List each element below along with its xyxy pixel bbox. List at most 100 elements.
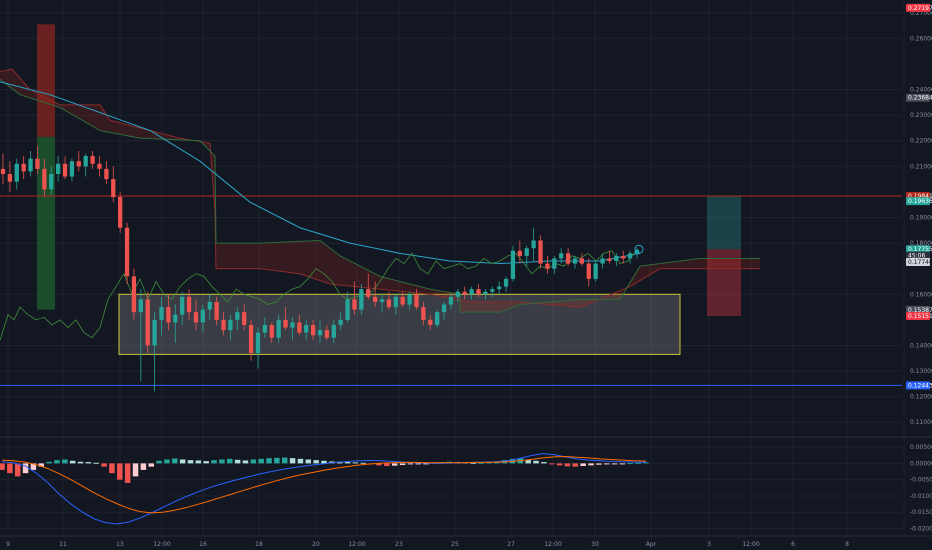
candle-body — [221, 319, 226, 331]
macd-histogram-bar — [281, 457, 288, 464]
candle-body — [317, 330, 323, 336]
candle-body — [379, 299, 385, 302]
candle-body — [497, 286, 502, 290]
price-tag — [906, 312, 930, 321]
candle-body — [28, 158, 33, 172]
macd-histogram-bar — [164, 459, 170, 464]
macd-histogram-bar — [172, 458, 178, 464]
candles-layer — [0, 145, 644, 392]
macd-histogram-bar — [219, 459, 225, 464]
macd-histogram-bar — [62, 459, 68, 464]
macd-histogram-bar — [321, 460, 327, 464]
macd-histogram-bar — [242, 460, 249, 464]
macd-histogram-bar — [360, 462, 367, 464]
macd-histogram-bar — [603, 463, 610, 465]
macd-line — [1, 453, 647, 525]
candle-body — [545, 263, 550, 269]
macd-layer — [0, 453, 649, 525]
candle-body — [435, 312, 440, 325]
candle-body — [531, 240, 536, 249]
candle-body — [386, 299, 392, 308]
candle-body — [207, 301, 212, 310]
macd-histogram-bar — [124, 463, 131, 483]
price-tag-label: 0.17755 — [908, 246, 932, 253]
macd-y-tick-label: -0.01500 — [910, 509, 932, 516]
candle-body — [517, 250, 522, 256]
lagging-span-line — [0, 250, 637, 341]
cloud-span-b — [0, 78, 760, 313]
candle-body — [607, 258, 612, 261]
candle-body — [524, 248, 529, 256]
position-stop — [707, 249, 741, 317]
candle-body — [483, 291, 488, 295]
band-red — [37, 24, 55, 137]
macd-histogram-bar — [7, 463, 13, 474]
macd-histogram-bar — [533, 460, 539, 464]
macd-histogram-bar — [187, 460, 194, 464]
macd-histogram-bar — [541, 462, 547, 464]
x-tick-label: 3 — [707, 541, 711, 548]
candle-body — [21, 163, 26, 172]
candle-body — [228, 319, 233, 331]
candle-body — [97, 163, 102, 169]
candle-body — [138, 299, 143, 313]
candle-body — [248, 324, 254, 354]
x-tick-label: 6 — [791, 541, 795, 548]
candle-body — [428, 319, 433, 325]
candle-body — [538, 240, 543, 264]
candle-body — [503, 278, 509, 287]
macd-histogram-bar — [470, 462, 476, 464]
candle-body — [83, 156, 88, 167]
candle-body — [621, 255, 626, 259]
candle-body — [7, 174, 13, 182]
macd-histogram-bar — [0, 463, 5, 470]
macd-histogram-bar — [117, 463, 123, 480]
price-tag-label: 0.15387 — [908, 307, 932, 314]
candle-body — [76, 161, 81, 167]
macd-histogram-bar — [611, 463, 618, 465]
candle-body — [193, 312, 199, 323]
current-price-marker — [634, 244, 644, 254]
candle-body — [400, 296, 405, 305]
candle-body — [552, 258, 557, 269]
macd-histogram-bar — [305, 459, 312, 464]
x-tick-label: 25 — [451, 541, 459, 548]
candle-body — [310, 324, 316, 336]
macd-histogram-bar — [266, 458, 272, 464]
macd-histogram-bar — [376, 463, 382, 466]
macd-histogram-bar — [572, 463, 579, 467]
macd-histogram-bar — [14, 463, 21, 477]
macd-histogram-bar — [549, 463, 555, 465]
macd-histogram-bar — [588, 463, 594, 466]
candle-body — [242, 312, 247, 325]
macd-histogram-bar — [54, 460, 60, 464]
price-tag-label: 0.23684 — [908, 95, 932, 102]
candle-body — [214, 301, 219, 320]
macd-histogram-bar — [46, 461, 52, 464]
candle-body — [276, 319, 281, 338]
price-tag — [906, 197, 930, 206]
candle-body — [42, 168, 47, 190]
macd-histogram-bar — [30, 463, 37, 470]
macd-histogram-bar — [234, 459, 241, 464]
price-tag — [906, 305, 930, 314]
macd-histogram-bar — [525, 459, 531, 464]
candle-body — [62, 163, 68, 177]
x-tick-label: Apr — [646, 541, 657, 548]
x-tick-label: 27 — [507, 541, 515, 548]
price-tag — [906, 381, 930, 390]
price-tag-label: 0.17740 — [908, 259, 932, 266]
macd-histogram-bar — [407, 463, 414, 465]
macd-histogram-bar — [486, 462, 492, 464]
macd-histogram-bar — [132, 463, 139, 477]
